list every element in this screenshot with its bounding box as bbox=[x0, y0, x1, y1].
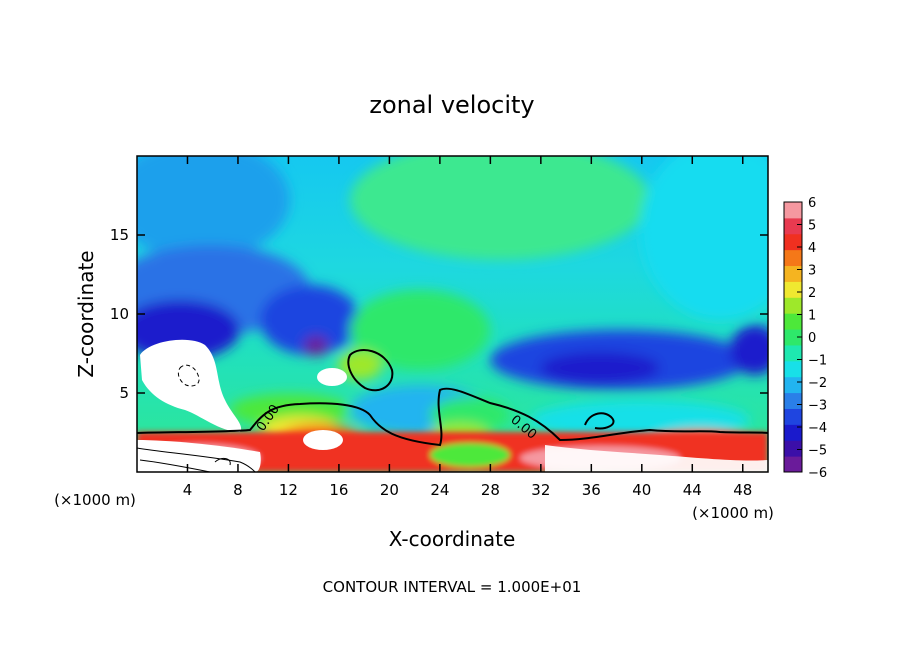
y-axis: 5 10 15 bbox=[110, 226, 768, 402]
colorbar-swatch bbox=[784, 440, 802, 457]
colorbar-swatch bbox=[784, 249, 802, 267]
colorbar-tick-label: 6 bbox=[808, 196, 816, 211]
colorbar-tick-label: 2 bbox=[808, 286, 816, 301]
colorbar-swatch bbox=[784, 392, 802, 409]
colorbar-tick-label: 0 bbox=[808, 331, 816, 346]
colorbar-tick-label: −2 bbox=[808, 376, 827, 391]
colorbar-swatch bbox=[784, 202, 802, 219]
x-tick-label: 4 bbox=[183, 481, 193, 499]
colorbar-swatch bbox=[784, 344, 802, 362]
colorbar-swatch bbox=[784, 360, 802, 378]
y-tick-label: 15 bbox=[110, 226, 129, 244]
y-unit-note: (×1000 m) bbox=[54, 491, 136, 509]
y-tick-label: 5 bbox=[119, 384, 129, 402]
heatmap-center-blue bbox=[260, 285, 360, 355]
x-tick-label: 28 bbox=[481, 481, 500, 499]
colorbar-tick-label: −6 bbox=[808, 466, 827, 481]
colorbar-tick-label: −5 bbox=[808, 444, 827, 459]
x-tick-label: 44 bbox=[683, 481, 702, 499]
colorbar: 6 5 4 3 2 1 0 −1 −2 −3 −4 −5 −6 bbox=[783, 196, 827, 481]
contour-interval-annotation: CONTOUR INTERVAL = 1.000E+01 bbox=[323, 578, 582, 596]
contour-line-zero-blob bbox=[347, 349, 394, 392]
colorbar-tick-label: 3 bbox=[808, 264, 816, 279]
colorbar-tick-label: 1 bbox=[808, 309, 816, 324]
colorbar-swatch bbox=[784, 265, 802, 282]
colorbar-swatch bbox=[784, 217, 802, 235]
heatmap-right-edge-blue bbox=[730, 325, 768, 375]
x-tick-label: 12 bbox=[279, 481, 298, 499]
heatmap-field bbox=[137, 156, 768, 472]
heatmap-upper-center-green bbox=[350, 156, 650, 260]
x-axis-label: X-coordinate bbox=[389, 527, 516, 551]
heatmap-center-green bbox=[350, 290, 490, 370]
x-tick-label: 36 bbox=[582, 481, 601, 499]
colorbar-tick-label: −1 bbox=[808, 354, 827, 369]
colorbar-swatch bbox=[784, 281, 802, 298]
contour-line-zero-right bbox=[584, 412, 615, 430]
heatmap-right-deep-blue bbox=[540, 352, 660, 384]
contour-lines bbox=[137, 349, 768, 472]
chart-title: zonal velocity bbox=[369, 91, 534, 119]
heatmap-purple-core bbox=[304, 336, 328, 356]
x-unit-note: (×1000 m) bbox=[692, 504, 774, 522]
x-tick-label: 32 bbox=[531, 481, 550, 499]
colorbar-swatch bbox=[784, 329, 802, 346]
y-axis-label: Z-coordinate bbox=[74, 250, 98, 377]
colorbar-swatch bbox=[784, 297, 802, 314]
colorbar-tick-label: 5 bbox=[808, 219, 816, 234]
x-tick-label: 16 bbox=[329, 481, 348, 499]
contour-line-zero-lower bbox=[137, 387, 768, 447]
colorbar-swatch bbox=[784, 313, 802, 330]
y-tick-label: 10 bbox=[110, 305, 129, 323]
x-tick-label: 24 bbox=[430, 481, 449, 499]
colorbar-tick-label: −3 bbox=[808, 399, 827, 414]
contour-line-dashed bbox=[177, 364, 200, 387]
heatmap-upper-left-blue bbox=[137, 156, 290, 260]
colorbar-tick-label: 4 bbox=[808, 241, 816, 256]
heatmap-white-region-left bbox=[140, 339, 242, 432]
heatmap-white-region-small bbox=[317, 368, 347, 386]
x-tick-label: 48 bbox=[733, 481, 752, 499]
colorbar-swatch bbox=[784, 233, 802, 251]
colorbar-swatch bbox=[784, 424, 802, 441]
heatmap-bottom-green-gap bbox=[430, 443, 510, 467]
colorbar-swatch bbox=[784, 456, 802, 473]
contour-line-thin-bottom bbox=[137, 447, 256, 472]
x-tick-label: 20 bbox=[380, 481, 399, 499]
x-axis: 4 8 12 16 20 24 28 32 36 40 44 48 bbox=[183, 156, 752, 499]
heatmap-white-region-center bbox=[303, 430, 343, 450]
heatmap-upper-right-cyan bbox=[640, 156, 768, 320]
heatmap-right-low-cyan bbox=[530, 400, 750, 440]
colorbar-tick-label: −4 bbox=[808, 421, 827, 436]
colorbar-swatch bbox=[784, 408, 802, 425]
contour-line-thin-bottom-2 bbox=[139, 459, 211, 472]
colorbar-swatch bbox=[784, 376, 802, 394]
contour-line-thin-loop bbox=[214, 457, 231, 466]
x-tick-label: 40 bbox=[632, 481, 651, 499]
heatmap-white-region-bottom-right bbox=[545, 445, 768, 472]
x-tick-label: 8 bbox=[233, 481, 243, 499]
